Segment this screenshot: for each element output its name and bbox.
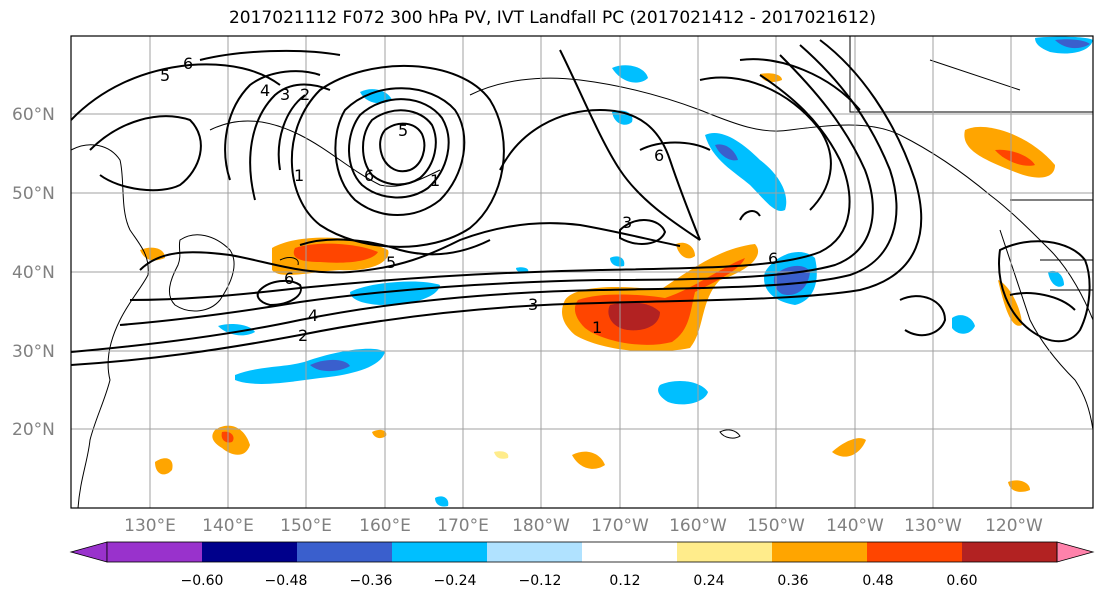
contour-label: 1 — [294, 166, 304, 185]
plot-frame — [70, 35, 1094, 509]
colorbar-tick-label: 0.48 — [862, 573, 893, 589]
colorbar-segment — [202, 542, 297, 562]
negative-anomaly-core — [310, 359, 350, 372]
negative-anomaly-shading — [435, 496, 449, 507]
lat-label: 30°N — [12, 342, 55, 362]
colorbar-tick-label: −0.60 — [181, 573, 224, 589]
contour-label: 4 — [308, 306, 318, 325]
colorbar-tick-label: −0.36 — [350, 573, 393, 589]
colorbar-extend-low — [69, 541, 108, 563]
colorbar-tick-label: −0.12 — [519, 573, 562, 589]
negative-anomaly-shading — [612, 65, 648, 83]
contour-label: 6 — [183, 54, 193, 73]
lon-label: 180°W — [512, 516, 570, 536]
lon-label: 140°W — [826, 516, 884, 536]
lon-label: 130°E — [124, 516, 176, 536]
lat-label: 50°N — [12, 184, 55, 204]
colorbar-segment — [677, 542, 772, 562]
lon-label: 160°E — [359, 516, 411, 536]
contour-label: 3 — [280, 85, 290, 104]
colorbar-segment — [962, 542, 1057, 562]
negative-anomaly-shading — [952, 315, 975, 334]
contour-label: 6 — [768, 249, 778, 268]
contour-label: 1 — [430, 171, 440, 190]
colorbar-segment — [867, 542, 962, 562]
colorbar-ticks: −0.60 −0.48 −0.36 −0.24 −0.12 0.12 0.24 … — [181, 573, 978, 589]
lon-label: 130°W — [904, 516, 962, 536]
negative-anomaly-core — [1055, 39, 1090, 49]
positive-anomaly-shading — [832, 438, 866, 457]
negative-anomaly-shading — [1048, 270, 1064, 287]
positive-anomaly-shading — [572, 451, 605, 469]
colorbar-segment — [297, 542, 392, 562]
negative-anomaly-shading — [360, 89, 392, 104]
lon-label: 150°W — [747, 516, 805, 536]
positive-anomaly-core — [995, 149, 1035, 166]
strong-anomaly-core — [608, 302, 660, 331]
colorbar-tick-label: −0.48 — [265, 573, 308, 589]
colorbar-tick-label: 0.24 — [693, 573, 724, 589]
contour-label: 2 — [300, 85, 310, 104]
contour-label: 3 — [528, 295, 538, 314]
gridlines — [71, 36, 1093, 508]
contour-label: 6 — [284, 269, 294, 288]
colorbar-extend-high — [1056, 541, 1095, 563]
colorbar-segment — [582, 542, 677, 562]
longitude-labels: 130°E 140°E 150°E 160°E 170°E 180°W 170°… — [124, 516, 1043, 536]
negative-anomaly-shading — [610, 256, 625, 267]
map-title: 2017021112 F072 300 hPa PV, IVT Landfall… — [228, 8, 876, 28]
pv-contours — [71, 39, 1091, 366]
contour-label: 3 — [622, 213, 632, 232]
colorbar-tick-label: 0.36 — [777, 573, 808, 589]
positive-anomaly-shading — [1008, 480, 1030, 492]
lat-label: 60°N — [12, 105, 55, 125]
colorbar — [69, 541, 1095, 563]
positive-anomaly-core — [293, 243, 378, 263]
negative-anomaly-shading — [218, 324, 255, 336]
lon-label: 170°E — [437, 516, 489, 536]
latitude-labels: 60°N 50°N 40°N 30°N 20°N — [12, 105, 55, 440]
lon-label: 160°W — [669, 516, 727, 536]
positive-anomaly-shading — [372, 429, 387, 439]
colorbar-tick-label: 0.12 — [609, 573, 640, 589]
contour-label: 1 — [592, 318, 602, 337]
lon-label: 170°W — [591, 516, 649, 536]
lat-label: 20°N — [12, 420, 55, 440]
positive-anomaly-shading — [676, 242, 695, 259]
negative-anomaly-core — [715, 144, 738, 161]
positive-anomaly-shading — [494, 451, 509, 459]
colorbar-segment — [772, 542, 867, 562]
contour-label: 6 — [654, 146, 664, 165]
contour-label: 4 — [260, 81, 270, 100]
lon-label: 120°W — [985, 516, 1043, 536]
positive-anomaly-shading — [155, 458, 173, 475]
contour-label: 6 — [364, 166, 374, 185]
contour-label: 5 — [398, 121, 408, 140]
contour-label: 5 — [160, 66, 170, 85]
colorbar-segment — [487, 542, 582, 562]
contour-labels: 6 5 4 3 2 5 1 6 6 3 5 6 3 4 2 1 6 1 — [160, 54, 778, 345]
lat-label: 40°N — [12, 263, 55, 283]
lon-label: 140°E — [202, 516, 254, 536]
lon-label: 150°E — [280, 516, 332, 536]
colorbar-tick-label: 0.60 — [946, 573, 977, 589]
contour-label: 2 — [298, 326, 308, 345]
negative-anomaly-shading — [235, 348, 385, 384]
negative-anomaly-shading — [350, 281, 440, 305]
colorbar-segment — [392, 542, 487, 562]
colorbar-frame — [106, 541, 1058, 563]
contour-label: 5 — [386, 253, 396, 272]
colorbar-tick-label: −0.24 — [434, 573, 477, 589]
colorbar-segment — [107, 542, 202, 562]
negative-anomaly-shading — [658, 380, 708, 405]
